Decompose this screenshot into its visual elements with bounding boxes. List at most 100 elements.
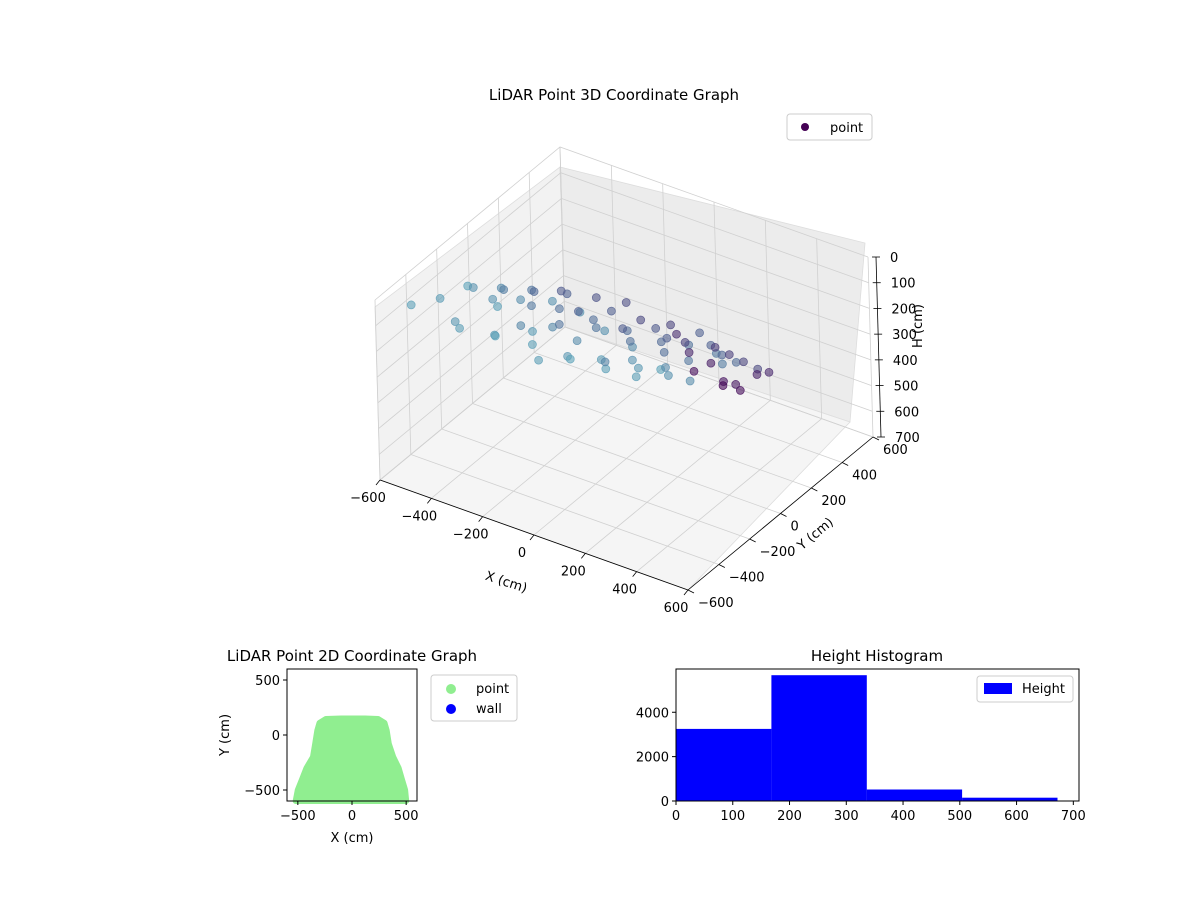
yh-tick-1: 2000 xyxy=(636,751,669,766)
point-3d-10 xyxy=(534,355,543,365)
chart-2d-legend: point wall xyxy=(430,674,518,722)
x-tick-1: −400 xyxy=(401,509,437,524)
point-3d-27 xyxy=(600,326,610,336)
point-3d-49 xyxy=(529,287,539,296)
x-tick-4: 200 xyxy=(561,564,586,579)
point-3d-21 xyxy=(516,295,525,305)
x-tick-2: −200 xyxy=(453,528,489,543)
hist-bar-1 xyxy=(771,675,867,801)
point-3d-53 xyxy=(618,324,628,333)
point-3d-0 xyxy=(406,300,416,310)
x-tick-mark-4 xyxy=(581,553,586,559)
point-3d-46 xyxy=(684,356,693,366)
point-3d-39 xyxy=(589,315,598,325)
chart-hist-bars xyxy=(676,675,1058,801)
point-3d-64 xyxy=(680,338,690,347)
point-3d-76 xyxy=(764,367,774,377)
point-3d-69 xyxy=(556,286,566,296)
xh-tick-0: 0 xyxy=(672,809,680,824)
point-3d-72 xyxy=(706,358,716,368)
point-3d-40 xyxy=(591,323,601,333)
xh-tick-4: 400 xyxy=(891,809,916,824)
point-3d-23 xyxy=(548,296,557,306)
point-3d-51 xyxy=(574,307,583,316)
point-3d-18 xyxy=(468,283,478,292)
z-tick-7: 700 xyxy=(895,431,920,446)
point-3d-15 xyxy=(634,363,643,373)
x2d-tick-2: 500 xyxy=(394,809,419,824)
x2d-tick-0: −500 xyxy=(280,809,316,824)
x-tick-mark-0 xyxy=(375,479,381,486)
x2d-tick-1: 0 xyxy=(348,809,356,824)
xh-tick-3: 300 xyxy=(834,809,859,824)
chart-hist-title: Height Histogram xyxy=(811,647,943,665)
x-tick-0: −600 xyxy=(350,491,386,506)
hist-bar-3 xyxy=(962,797,1058,801)
z-tick-2: 200 xyxy=(891,302,916,317)
y-tick-0: −600 xyxy=(698,596,734,611)
point-3d-22 xyxy=(516,321,526,330)
chart-hist: Height Histogram 0 100 200 300 400 500 600 7000… xyxy=(636,647,1086,824)
point-3d-65 xyxy=(710,342,720,352)
point-3d-5 xyxy=(493,302,502,311)
point-3d-1 xyxy=(435,294,445,303)
point-3d-7 xyxy=(490,331,500,341)
chart-2d-point-area xyxy=(292,715,410,804)
hist-bar-2 xyxy=(866,789,963,801)
point-3d-70 xyxy=(672,329,681,339)
legend-point-marker xyxy=(801,123,809,131)
z-tick-0: 0 xyxy=(890,251,898,266)
grid-h-7 xyxy=(379,326,874,481)
z-tick-4: 400 xyxy=(893,354,918,369)
chart-2d-ylabel: Y (cm) xyxy=(218,714,233,757)
x-tick-mark-5 xyxy=(632,571,637,577)
legend-wall-marker xyxy=(446,704,456,714)
grid-h-5 xyxy=(378,275,872,429)
point-3d-74 xyxy=(731,380,741,389)
z-tick-3: 300 xyxy=(892,328,917,343)
point-3d-38 xyxy=(554,320,564,329)
yh-tick-0: 0 xyxy=(661,795,669,810)
y-tick-4: 200 xyxy=(821,494,846,509)
y2d-tick-2: 500 xyxy=(255,674,280,689)
point-3d-26 xyxy=(572,336,582,346)
x-tick-mark-2 xyxy=(478,516,483,522)
point-3d-56 xyxy=(695,328,704,338)
grid-h-1 xyxy=(375,172,869,327)
y-tick-3: 0 xyxy=(791,520,799,535)
point-3d-30 xyxy=(628,355,637,365)
point-3d-60 xyxy=(591,293,601,302)
point-3d-9 xyxy=(528,340,537,349)
xh-tick-7: 700 xyxy=(1061,809,1086,824)
x-tick-3: 0 xyxy=(518,546,526,561)
x-tick-mark-1 xyxy=(427,498,432,504)
point-3d-3 xyxy=(450,317,460,326)
grid-h-0 xyxy=(374,146,869,301)
legend-height-marker xyxy=(984,683,1012,694)
point-3d-20 xyxy=(488,294,498,304)
point-3d-16 xyxy=(631,372,641,382)
point-3d-79 xyxy=(735,386,745,395)
y-tick-mark-2 xyxy=(749,538,756,543)
point-3d-48 xyxy=(718,359,727,369)
chart-3d-ylabel: Y (cm) xyxy=(794,515,837,554)
point-3d-61 xyxy=(621,298,631,307)
point-3d-59 xyxy=(731,357,741,367)
point-3d-8 xyxy=(528,327,537,336)
y2d-tick-1: 0 xyxy=(272,729,280,744)
point-3d-58 xyxy=(717,350,727,360)
xh-tick-2: 200 xyxy=(777,809,802,824)
point-3d-36 xyxy=(527,301,536,311)
point-3d-54 xyxy=(651,324,661,333)
grid-h-3 xyxy=(376,223,871,378)
chart-hist-frame xyxy=(675,668,1080,802)
point-3d-78 xyxy=(718,381,728,390)
xh-tick-6: 600 xyxy=(1004,809,1029,824)
point-3d-75 xyxy=(752,370,762,379)
grid-h-4 xyxy=(377,249,871,404)
legend-wall-label: wall xyxy=(476,702,502,717)
point-3d-62 xyxy=(636,315,646,325)
point-3d-71 xyxy=(684,348,694,357)
x-tick-mark-6 xyxy=(683,589,689,596)
